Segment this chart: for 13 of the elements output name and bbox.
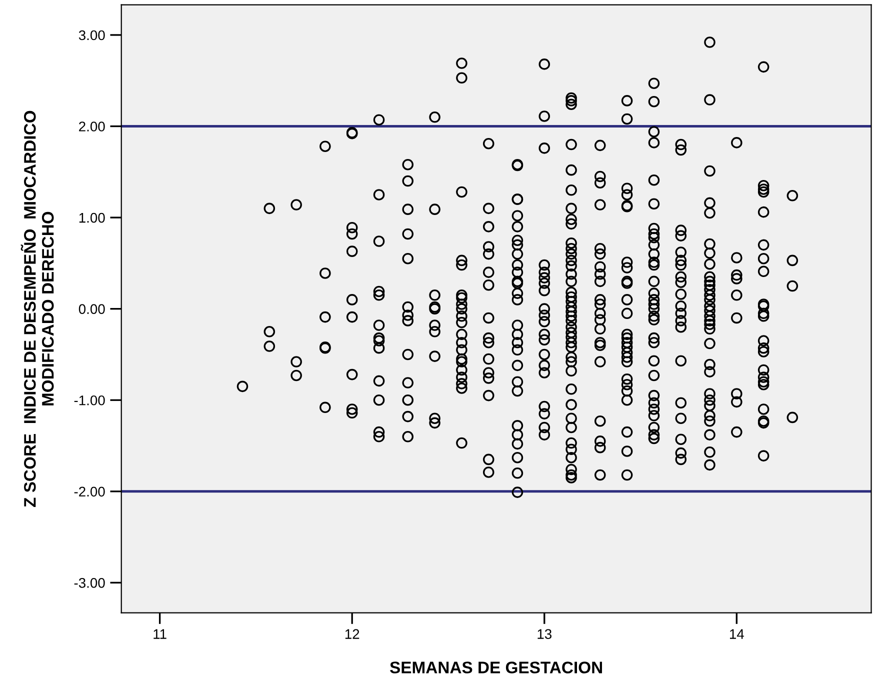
y-tick-label: -3.00 xyxy=(74,578,105,588)
y-axis-title: Z SCORE INDICE DE DESEMPEÑO MIOCARDICO MODIFICADO DERECHO xyxy=(20,110,54,507)
x-tick-label: 14 xyxy=(730,629,744,639)
y-tick-label: -2.00 xyxy=(74,486,105,497)
y-tick-label: 1.00 xyxy=(79,212,105,223)
y-tick-label: 2.00 xyxy=(79,122,105,132)
y-tick-label: 0.00 xyxy=(78,304,105,314)
y-tick-label: 3.00 xyxy=(78,30,105,40)
x-tick-label: 13 xyxy=(538,629,552,639)
x-tick-label: 11 xyxy=(154,629,166,639)
x-tick-label: 12 xyxy=(345,629,360,639)
y-tick-label: -1.00 xyxy=(74,395,105,406)
x-axis-title: SEMANAS DE GESTACION xyxy=(390,662,602,674)
